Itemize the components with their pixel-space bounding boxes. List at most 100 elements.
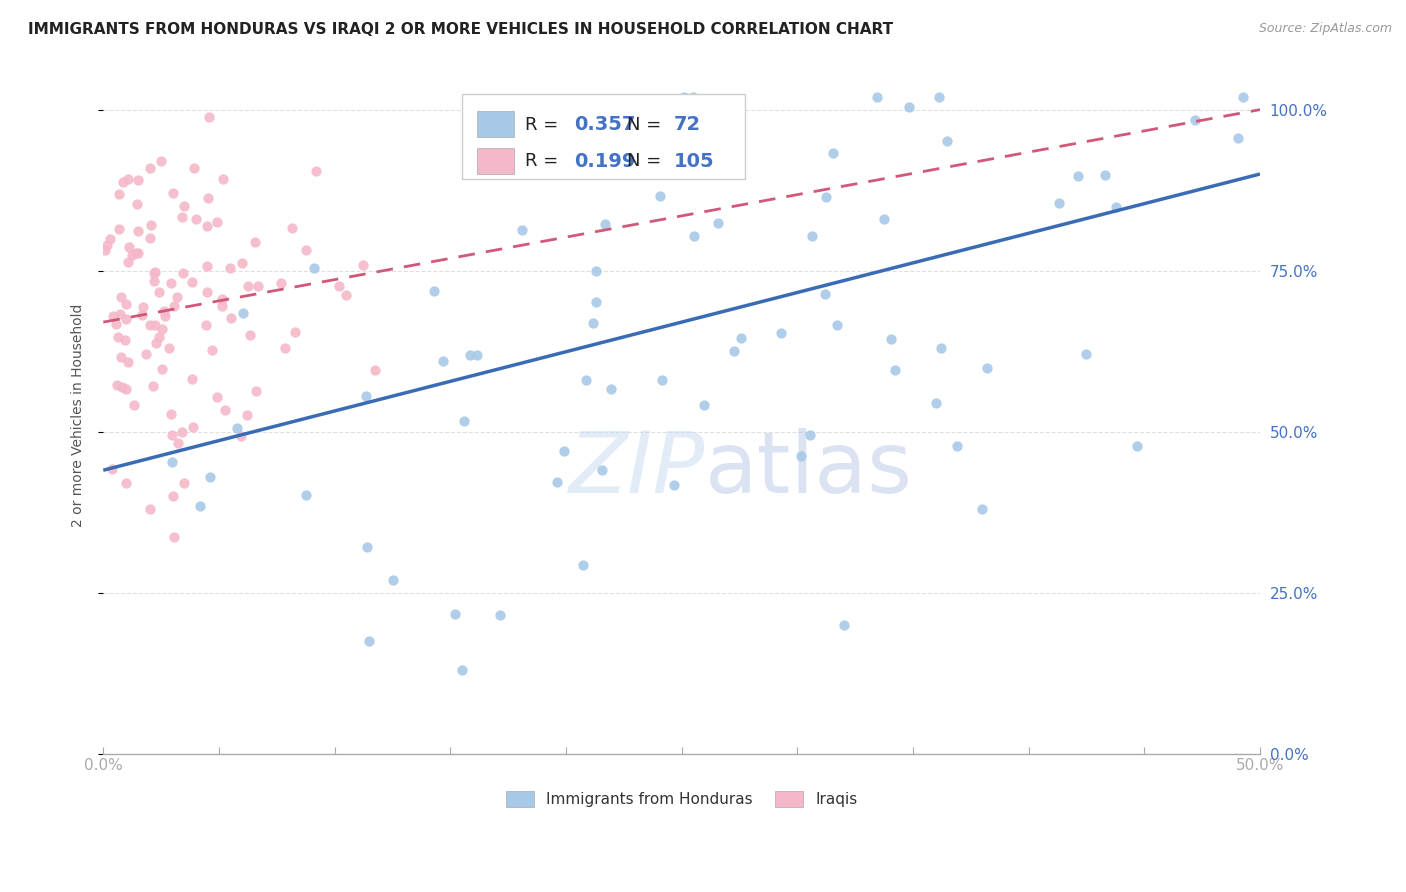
Point xyxy=(284,326,307,340)
Point xyxy=(108,186,131,201)
Point xyxy=(195,259,218,273)
Point xyxy=(172,425,194,439)
Point xyxy=(117,254,139,268)
Point xyxy=(648,189,671,203)
Point xyxy=(181,372,204,386)
Legend: Immigrants from Honduras, Iraqis: Immigrants from Honduras, Iraqis xyxy=(501,785,863,814)
Point xyxy=(212,172,235,186)
Point xyxy=(101,462,124,476)
Y-axis label: 2 or more Vehicles in Household: 2 or more Vehicles in Household xyxy=(72,304,86,527)
Text: N =: N = xyxy=(627,116,668,134)
Point xyxy=(946,439,969,453)
Point xyxy=(110,290,132,304)
Point xyxy=(183,161,205,176)
Point xyxy=(96,238,118,252)
Point xyxy=(150,362,173,376)
Point xyxy=(105,378,128,392)
Point xyxy=(197,192,219,206)
Point xyxy=(127,173,149,187)
Point xyxy=(150,322,173,336)
Point xyxy=(172,210,194,224)
Point xyxy=(453,414,475,428)
Point xyxy=(935,135,957,149)
Point xyxy=(575,373,598,387)
Point xyxy=(229,429,252,443)
Point xyxy=(197,219,219,233)
Point xyxy=(274,341,297,355)
Point xyxy=(790,449,813,463)
Point xyxy=(1074,347,1097,361)
Point xyxy=(153,309,176,323)
Point xyxy=(458,348,481,362)
Point xyxy=(295,243,318,257)
Point xyxy=(814,286,837,301)
Point xyxy=(591,463,613,477)
Point xyxy=(117,354,139,368)
Point xyxy=(211,292,233,306)
Point xyxy=(108,307,131,321)
Point xyxy=(465,348,488,362)
Point xyxy=(451,663,474,677)
Point xyxy=(231,255,253,269)
Point xyxy=(172,266,194,280)
Point xyxy=(162,186,184,201)
Point xyxy=(135,346,157,360)
Point xyxy=(432,354,454,368)
FancyBboxPatch shape xyxy=(463,95,745,179)
Point xyxy=(707,117,730,131)
Point xyxy=(110,350,132,364)
Point xyxy=(585,294,607,309)
Text: ZIP: ZIP xyxy=(568,428,704,511)
Point xyxy=(132,300,155,314)
Point xyxy=(219,311,242,326)
Point xyxy=(124,246,146,260)
Point xyxy=(232,306,254,320)
Point xyxy=(924,396,946,410)
Point xyxy=(173,476,195,491)
Point xyxy=(801,229,824,244)
Point xyxy=(707,216,730,230)
Point xyxy=(672,89,695,103)
Point xyxy=(553,443,575,458)
Point xyxy=(167,436,190,450)
Point xyxy=(148,330,170,344)
Point xyxy=(444,607,467,622)
Point xyxy=(305,163,328,178)
Point xyxy=(163,530,186,544)
Point xyxy=(423,284,446,298)
Point xyxy=(142,274,165,288)
Point xyxy=(115,382,138,396)
Point xyxy=(1226,131,1249,145)
Point xyxy=(1125,439,1147,453)
Point xyxy=(770,326,793,340)
Point xyxy=(270,276,292,290)
Point xyxy=(236,408,259,422)
Text: 72: 72 xyxy=(673,115,700,135)
FancyBboxPatch shape xyxy=(477,112,515,137)
Text: Source: ZipAtlas.com: Source: ZipAtlas.com xyxy=(1258,22,1392,36)
Point xyxy=(160,276,183,290)
Point xyxy=(194,318,217,332)
Point xyxy=(928,89,950,103)
Point xyxy=(121,248,143,262)
Point xyxy=(1105,200,1128,214)
Point xyxy=(198,470,221,484)
Point xyxy=(873,212,896,227)
Point xyxy=(160,428,183,442)
Point xyxy=(103,310,125,324)
Point xyxy=(160,408,183,422)
Point xyxy=(799,428,821,442)
Text: 0.357: 0.357 xyxy=(574,115,636,135)
Point xyxy=(104,317,127,331)
Point xyxy=(207,390,229,404)
Point xyxy=(585,264,607,278)
Point xyxy=(364,362,387,376)
Point xyxy=(148,285,170,300)
Text: 105: 105 xyxy=(673,152,714,171)
Point xyxy=(115,476,138,491)
Point xyxy=(157,341,180,355)
Point xyxy=(243,235,266,250)
Point xyxy=(382,574,405,588)
Point xyxy=(880,332,903,346)
Point xyxy=(127,224,149,238)
